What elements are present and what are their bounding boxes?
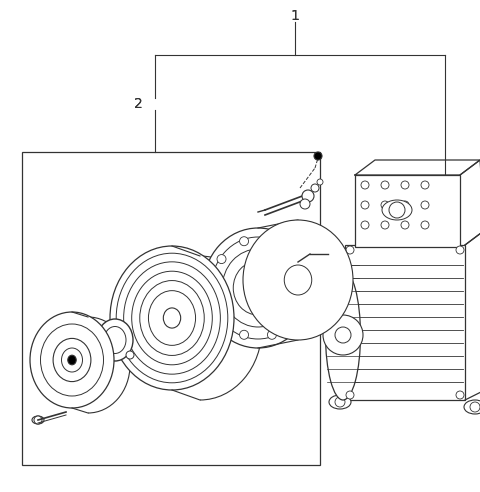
Circle shape [217,312,226,321]
Circle shape [470,402,480,412]
Ellipse shape [163,308,180,328]
Circle shape [311,184,319,192]
Circle shape [267,330,276,339]
Ellipse shape [53,338,91,382]
Circle shape [361,221,369,229]
Circle shape [335,397,345,407]
Ellipse shape [30,312,114,408]
Ellipse shape [110,246,234,390]
Circle shape [34,416,42,424]
Ellipse shape [252,282,264,294]
Bar [22,152,320,465]
Ellipse shape [68,355,76,365]
Circle shape [335,327,351,343]
Circle shape [346,246,354,254]
Text: 1: 1 [290,9,300,23]
Ellipse shape [97,319,133,361]
Circle shape [300,199,310,209]
Circle shape [267,237,276,246]
Circle shape [240,237,249,246]
Circle shape [401,181,409,189]
Circle shape [421,221,429,229]
Circle shape [302,190,314,202]
Circle shape [401,221,409,229]
Ellipse shape [244,273,272,303]
Circle shape [381,181,389,189]
Ellipse shape [243,220,353,340]
Ellipse shape [329,395,351,409]
Circle shape [456,391,464,399]
Circle shape [290,254,299,264]
Circle shape [208,283,217,293]
Text: 2: 2 [133,97,143,111]
Ellipse shape [325,270,360,400]
Circle shape [361,181,369,189]
Ellipse shape [61,348,83,372]
Circle shape [401,201,409,209]
Circle shape [361,201,369,209]
Circle shape [421,201,429,209]
Ellipse shape [32,416,44,424]
Ellipse shape [284,265,312,295]
Circle shape [421,181,429,189]
Circle shape [381,221,389,229]
Circle shape [389,202,405,218]
Bar [345,245,465,400]
Circle shape [323,315,363,355]
Circle shape [126,351,134,359]
Circle shape [317,179,323,185]
Circle shape [381,201,389,209]
Text: 1: 1 [290,9,300,23]
Ellipse shape [203,228,313,348]
Circle shape [299,283,308,293]
Ellipse shape [104,327,126,353]
Text: 2: 2 [133,97,143,111]
Ellipse shape [382,200,412,220]
Circle shape [456,246,464,254]
Circle shape [290,312,299,321]
Circle shape [240,330,249,339]
Bar [355,175,460,247]
Circle shape [346,391,354,399]
Circle shape [314,152,322,160]
Ellipse shape [464,400,480,414]
Circle shape [217,254,226,264]
